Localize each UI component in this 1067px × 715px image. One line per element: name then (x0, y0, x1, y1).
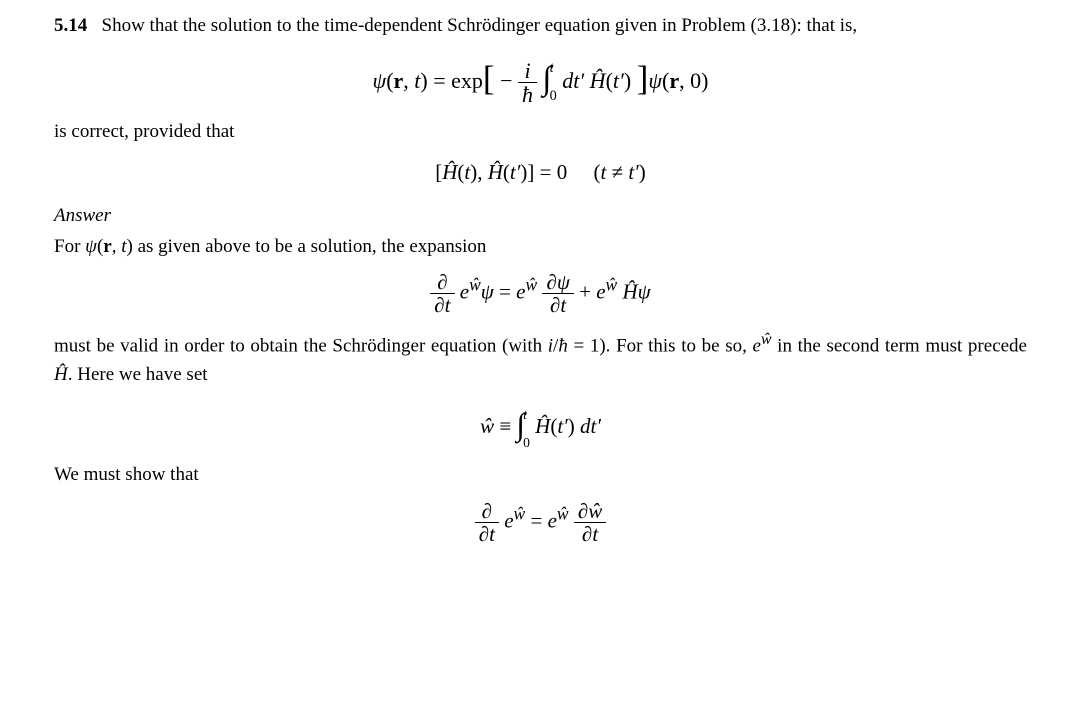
answer-heading: Answer (54, 202, 1027, 231)
problem-statement: 5.14 Show that the solution to the time-… (54, 12, 1027, 41)
equation-expansion: ∂∂t eŵψ = eŵ ∂ψ∂t + eŵ Ĥψ (54, 271, 1027, 316)
answer-line-2: must be valid in order to obtain the Sch… (54, 328, 1027, 389)
equation-to-show: ∂∂t eŵ = eŵ ∂ŵ∂t (54, 500, 1027, 545)
equation-w-def: ŵ ≡ ∫t0 Ĥ(t′) dt′ (54, 399, 1027, 449)
problem-number: 5.14 (54, 15, 87, 36)
answer-line-1: For ψ(r, t) as given above to be a solut… (54, 233, 1027, 262)
problem-lead-in: Show that the solution to the time-depen… (102, 15, 858, 36)
equation-psi-solution: ψ(r, t) = exp[ − iħ ∫t0 dt′ Ĥ(t′) ]ψ(r, … (54, 51, 1027, 107)
answer-line-3: We must show that (54, 461, 1027, 490)
page: 5.14 Show that the solution to the time-… (0, 0, 1067, 715)
provided-that: is correct, provided that (54, 118, 1027, 147)
equation-commutator: [Ĥ(t), Ĥ(t′)] = 0 (t ≠ t′) (54, 157, 1027, 189)
